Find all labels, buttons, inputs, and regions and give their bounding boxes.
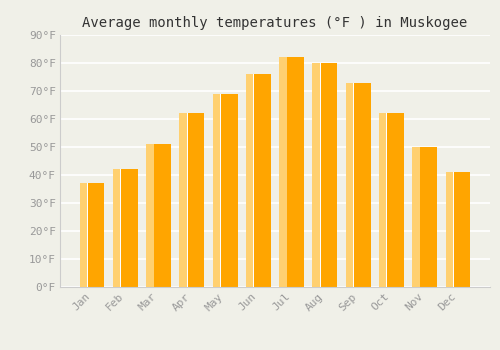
Bar xyxy=(120,169,121,287)
Bar xyxy=(220,94,221,287)
Bar xyxy=(312,63,320,287)
Title: Average monthly temperatures (°F ) in Muskogee: Average monthly temperatures (°F ) in Mu… xyxy=(82,16,468,30)
Bar xyxy=(412,147,420,287)
Bar xyxy=(353,83,354,287)
Bar xyxy=(446,172,453,287)
Bar xyxy=(453,172,454,287)
Bar xyxy=(146,144,171,287)
Bar xyxy=(279,57,286,287)
Bar xyxy=(113,169,138,287)
Bar xyxy=(87,183,88,287)
Bar xyxy=(379,113,386,287)
Bar xyxy=(80,183,87,287)
Bar xyxy=(279,57,304,287)
Bar xyxy=(187,113,188,287)
Bar xyxy=(379,113,404,287)
Bar xyxy=(146,144,154,287)
Bar xyxy=(386,113,387,287)
Bar xyxy=(180,113,204,287)
Bar xyxy=(286,57,288,287)
Bar xyxy=(246,74,271,287)
Bar xyxy=(312,63,338,287)
Bar xyxy=(212,94,238,287)
Bar xyxy=(346,83,370,287)
Bar xyxy=(246,74,254,287)
Bar xyxy=(346,83,353,287)
Bar xyxy=(446,172,470,287)
Bar xyxy=(180,113,187,287)
Bar xyxy=(212,94,220,287)
Bar xyxy=(113,169,120,287)
Bar xyxy=(412,147,437,287)
Bar xyxy=(80,183,104,287)
